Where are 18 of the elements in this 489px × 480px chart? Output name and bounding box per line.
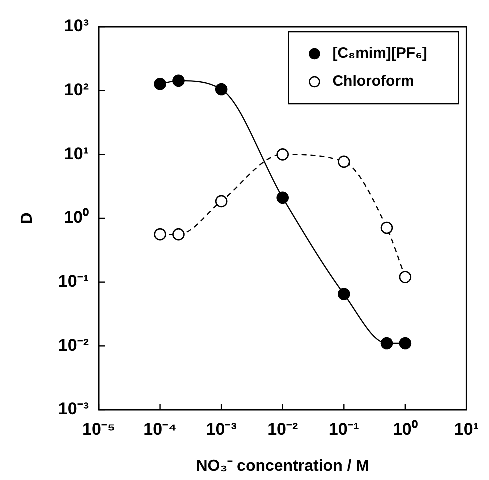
- y-tick-label: 10⁻²: [58, 336, 90, 355]
- x-axis-title: NO₃⁻ concentration / M: [196, 458, 370, 475]
- legend-label: Chloroform: [332, 73, 414, 90]
- x-tick-label: 10⁰: [392, 420, 418, 439]
- y-tick-label: 10¹: [64, 144, 90, 164]
- y-tick-label: 10³: [64, 16, 90, 36]
- y-tick-label: 10²: [64, 80, 90, 100]
- x-tick-label: 10¹: [454, 420, 480, 439]
- x-tick-label: 10⁻²: [268, 420, 298, 439]
- legend-label: [C₈mim][PF₆]: [332, 45, 428, 62]
- y-axis-title: D: [19, 212, 36, 224]
- x-tick-label: 10⁻¹: [328, 420, 360, 439]
- y-tick-label: 10⁻¹: [58, 272, 90, 292]
- y-tick-label: 10⁰: [64, 208, 89, 228]
- x-tick-label: 10⁻⁵: [82, 420, 116, 439]
- y-tick-label: 10⁻³: [58, 400, 90, 419]
- x-tick-label: 10⁻⁴: [144, 420, 177, 439]
- x-tick-label: 10⁻³: [206, 420, 238, 439]
